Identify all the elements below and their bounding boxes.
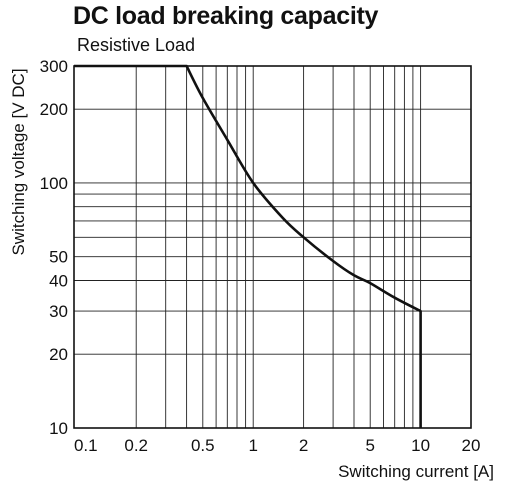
y-tick-label: 200	[40, 100, 68, 119]
x-tick-label: 0.5	[191, 436, 215, 455]
y-tick-label: 100	[40, 174, 68, 193]
breaking-capacity-curve	[74, 64, 422, 428]
tick-label-layer: 0.1 0.2 0.5 1 2 5 10 20 10 20 30 40 50 100 200 300	[40, 57, 481, 455]
y-axis-label: Switching voltage [V DC]	[9, 68, 28, 255]
y-tick-label: 20	[49, 345, 68, 364]
x-axis-label: Switching current [A]	[338, 462, 494, 481]
plot-frame	[73, 65, 472, 429]
x-tick-label: 0.1	[74, 436, 98, 455]
x-tick-label: 5	[365, 436, 374, 455]
x-tick-label: 20	[462, 436, 481, 455]
y-tick-label: 10	[49, 419, 68, 438]
y-tick-label: 40	[49, 272, 68, 291]
x-tick-label: 1	[248, 436, 257, 455]
chart-subtitle: Resistive Load	[77, 35, 196, 55]
y-tick-label: 50	[49, 248, 68, 267]
x-tick-label: 0.2	[124, 436, 148, 455]
x-tick-label: 10	[411, 436, 430, 455]
chart-title: DC load breaking capacity	[73, 2, 379, 30]
x-tick-label: 2	[299, 436, 308, 455]
series-layer	[74, 64, 422, 428]
y-tick-label: 300	[40, 57, 68, 76]
y-tick-label: 30	[49, 302, 68, 321]
grid-layer	[74, 66, 471, 428]
